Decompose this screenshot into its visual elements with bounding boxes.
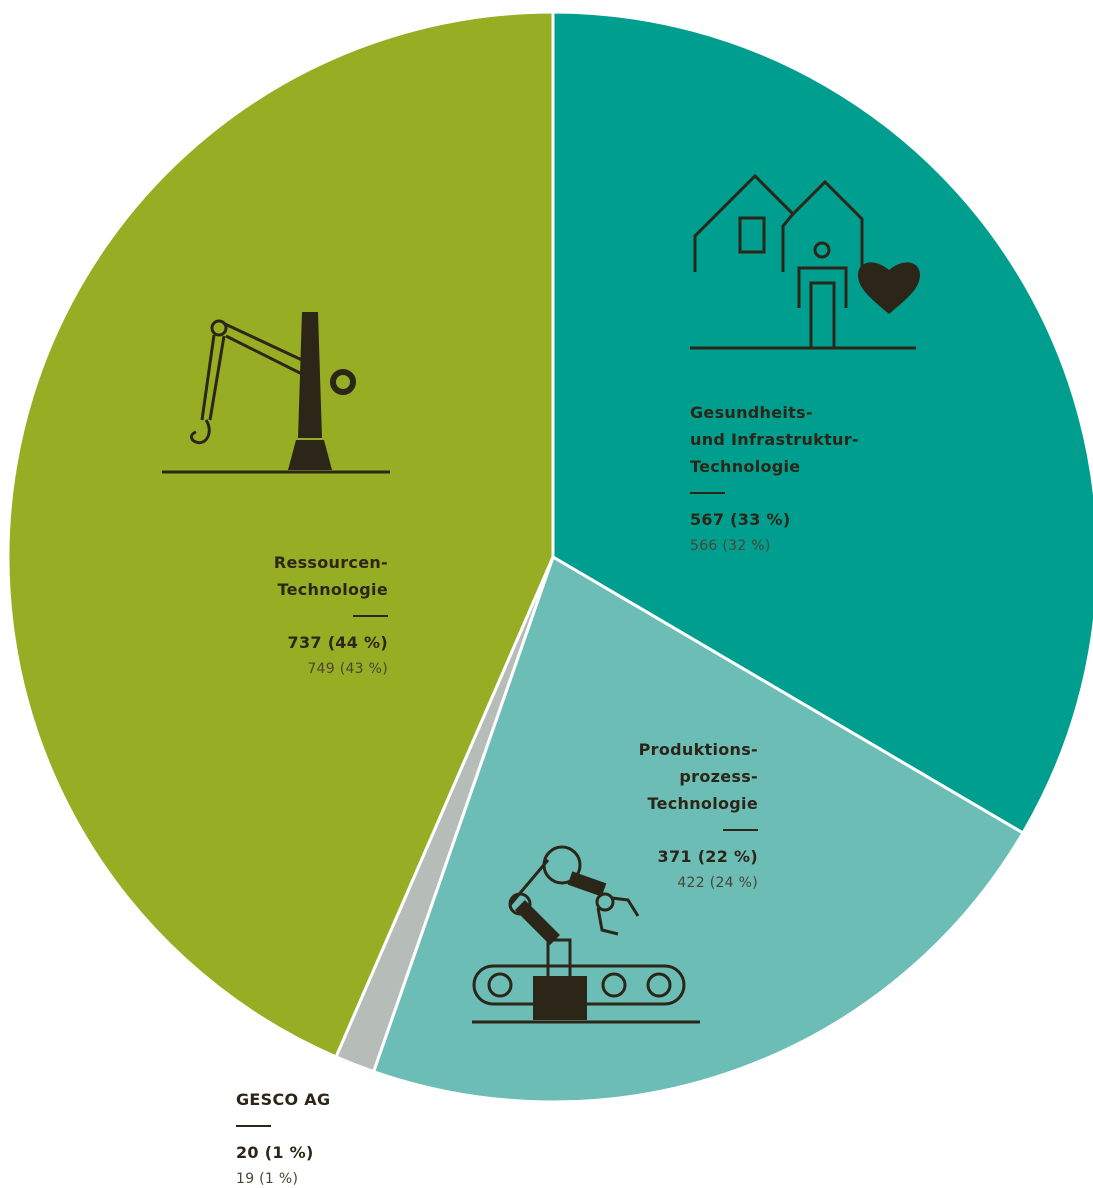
- label-divider: [236, 1125, 271, 1127]
- category-label: GESCO AG: [236, 1090, 331, 1109]
- prior-value-label: 19 (1 %): [236, 1171, 299, 1187]
- slice-label: Ressourcen- Technologie 737 (44 %) 749 (43…: [274, 549, 388, 683]
- label-divider: [690, 492, 725, 494]
- value-label: 20 (1 %): [236, 1143, 314, 1162]
- icon-health: [690, 173, 920, 350]
- pie-slice: [551, 10, 1093, 836]
- slice-label: Gesundheits- und Infrastruktur- Technolo…: [690, 399, 859, 560]
- slice-label: GESCO AG 20 (1 %) 19 (1 %): [236, 1086, 330, 1188]
- label-divider: [723, 829, 758, 831]
- icon-production: [472, 845, 700, 1024]
- category-label: Produktions- prozess- Technologie: [638, 740, 758, 813]
- prior-value-label: 566 (32 %): [690, 538, 771, 554]
- prior-value-label: 422 (24 %): [677, 875, 758, 891]
- prior-value-label: 749 (43 %): [307, 661, 388, 677]
- value-label: 737 (44 %): [287, 633, 388, 652]
- label-divider: [353, 615, 388, 617]
- category-label: Ressourcen- Technologie: [273, 553, 388, 599]
- value-label: 371 (22 %): [657, 847, 758, 866]
- slice-label: Produktions- prozess- Technologie 371 (22…: [639, 736, 758, 897]
- pie-slice: [6, 10, 555, 1059]
- icon-resources: [162, 312, 390, 474]
- category-label: Gesundheits- und Infrastruktur- Technolo…: [690, 403, 859, 476]
- value-label: 567 (33 %): [690, 510, 791, 529]
